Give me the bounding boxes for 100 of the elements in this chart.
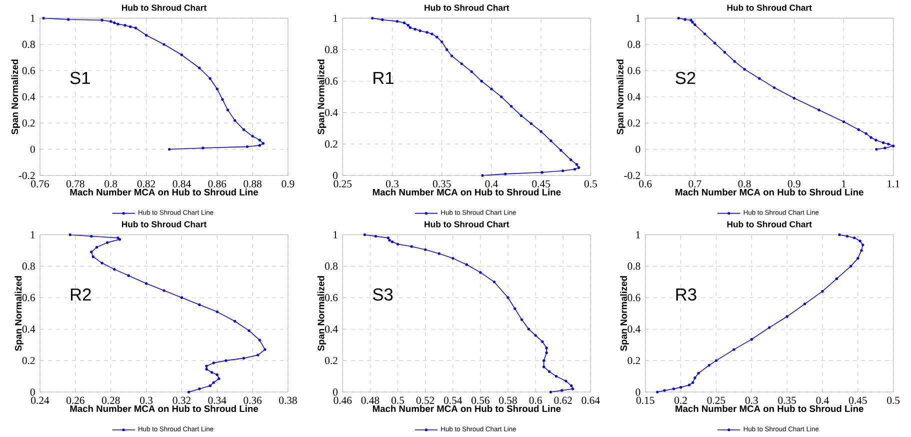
y-tick-label: 1 <box>636 231 640 238</box>
x-axis-title: Mach Number MCA on Hub to Shroud Line <box>372 188 561 196</box>
y-axis-title: Span Normalized <box>620 276 629 351</box>
y-tick-label: 0.6 <box>22 294 35 302</box>
x-tick-label: 0.9 <box>282 180 294 188</box>
y-tick-label: 0 <box>636 146 640 153</box>
y-tick-label: 0.2 <box>628 356 640 364</box>
y-tick-label: 0.4 <box>325 108 338 116</box>
x-axis-title: Mach Number MCA on Hub to Shroud Line <box>676 188 864 196</box>
chart-title: Hub to Shroud Chart <box>122 4 207 11</box>
x-tick-label: 0.36 <box>244 396 262 404</box>
x-tick-label: 0.84 <box>172 180 191 188</box>
x-axis-title: Mach Number MCA on Hub to Shroud Line <box>70 188 258 196</box>
y-tick-label: 0.4 <box>628 325 640 333</box>
x-tick-label: 0.6 <box>529 396 542 404</box>
y-tick-label: 0.2 <box>22 119 35 127</box>
y-tick-label: 1 <box>30 14 35 22</box>
y-tick-label: -0.2 <box>18 172 35 180</box>
x-tick-label: 0.9 <box>788 180 800 188</box>
y-axis-title: Span Normalized <box>11 60 20 134</box>
y-tick-label: 0.6 <box>628 294 640 302</box>
y-tick-label: 0.2 <box>22 356 35 364</box>
y-tick-label: 0.2 <box>325 140 338 148</box>
y-tick-label: 0 <box>30 146 35 153</box>
y-tick-label: 1 <box>636 14 640 22</box>
x-tick-label: 0.5 <box>584 180 597 188</box>
y-axis-title: Span Normalized <box>616 60 626 134</box>
x-tick-label: 0.76 <box>31 180 50 188</box>
y-tick-label: 0.8 <box>22 262 35 270</box>
x-tick-label: 0.88 <box>244 180 262 188</box>
y-tick-label: 0.4 <box>628 93 640 100</box>
x-tick-label: 0.52 <box>416 396 434 404</box>
y-tick-label: 0.2 <box>628 119 640 127</box>
y-tick-label: 0.6 <box>628 66 640 74</box>
x-tick-label: 0.25 <box>707 396 726 404</box>
y-tick-label: 0.4 <box>22 93 36 100</box>
annotation: R3 <box>676 288 696 301</box>
y-tick-label: 0.4 <box>325 325 338 333</box>
y-tick-label: 1 <box>334 14 338 22</box>
x-tick-label: 0.82 <box>137 180 156 188</box>
x-axis-title: Mach Number MCA on Hub to Shroud Line <box>70 405 258 412</box>
y-tick-label: 0.6 <box>325 77 338 85</box>
x-tick-label: 0.15 <box>636 396 654 404</box>
annotation: R2 <box>70 288 91 300</box>
x-tick-label: 0.2 <box>674 396 687 404</box>
y-axis-title: Span Normalized <box>14 276 24 351</box>
x-tick-label: 0.3 <box>140 396 153 404</box>
y-tick-label: 0.6 <box>325 294 338 302</box>
x-tick-label: 0.3 <box>386 180 399 188</box>
x-tick-label: 0.45 <box>532 180 550 188</box>
y-axis-title: Span Normalized <box>317 276 326 351</box>
x-tick-label: 0.5 <box>392 396 404 404</box>
x-tick-label: 0.8 <box>738 180 751 188</box>
x-tick-label: 0.78 <box>66 180 84 188</box>
x-tick-label: 0.56 <box>472 396 490 404</box>
x-tick-label: 0.4 <box>816 396 829 404</box>
y-tick-label: 1 <box>334 231 338 238</box>
x-tick-label: 0.24 <box>31 396 50 404</box>
x-tick-label: 0.46 <box>334 396 352 404</box>
x-axis-title: Mach Number MCA on Hub to Shroud Line <box>372 405 561 412</box>
y-tick-label: 0.8 <box>22 40 35 48</box>
y-tick-label: 0.8 <box>325 262 338 270</box>
annotation: R1 <box>374 72 394 84</box>
x-tick-label: 0.34 <box>208 396 226 404</box>
y-tick-label: 0.8 <box>628 262 640 270</box>
x-tick-label: 0.62 <box>554 396 572 404</box>
x-tick-label: 0.54 <box>444 396 462 404</box>
chart-title: Hub to Shroud Chart <box>727 220 812 228</box>
x-tick-label: 0.3 <box>745 396 758 404</box>
annotation: S2 <box>676 72 696 84</box>
x-tick-label: 0.48 <box>361 396 380 404</box>
y-tick-label: 0.8 <box>325 46 338 54</box>
y-tick-label: 0 <box>333 172 338 179</box>
x-tick-label: 0.25 <box>334 180 352 188</box>
x-axis-title: Mach Number MCA on Hub to Shroud Line <box>676 405 864 412</box>
x-tick-label: 0.28 <box>102 396 120 404</box>
chart-title: Hub to Shroud Chart <box>424 4 510 11</box>
x-tick-label: 0.86 <box>208 180 226 188</box>
y-tick-label: 0 <box>30 388 35 396</box>
x-tick-label: 1 <box>842 180 846 188</box>
x-tick-label: 0.8 <box>104 180 118 188</box>
x-tick-label: 0.38 <box>279 396 297 404</box>
x-tick-label: 0.45 <box>848 396 867 404</box>
y-tick-label: 0 <box>636 388 640 396</box>
y-tick-label: 0 <box>333 388 338 396</box>
annotation: S3 <box>372 288 393 301</box>
y-tick-label: 0.2 <box>325 356 338 364</box>
chart-title: Hub to Shroud Chart <box>424 220 510 228</box>
x-tick-label: 0.7 <box>688 180 702 188</box>
y-tick-label: 0.8 <box>628 40 640 48</box>
x-tick-label: 0.32 <box>172 396 190 404</box>
x-tick-label: 0.4 <box>485 180 498 188</box>
x-tick-label: 0.64 <box>582 396 600 404</box>
x-tick-label: 0.58 <box>499 396 517 404</box>
y-tick-label: 0.6 <box>22 66 35 74</box>
chart-title: Hub to Shroud Chart <box>727 4 812 11</box>
x-tick-label: 1.1 <box>888 180 900 188</box>
x-tick-label: 0.5 <box>887 396 900 404</box>
x-tick-label: 0.35 <box>432 180 451 188</box>
annotation: S1 <box>70 72 90 84</box>
